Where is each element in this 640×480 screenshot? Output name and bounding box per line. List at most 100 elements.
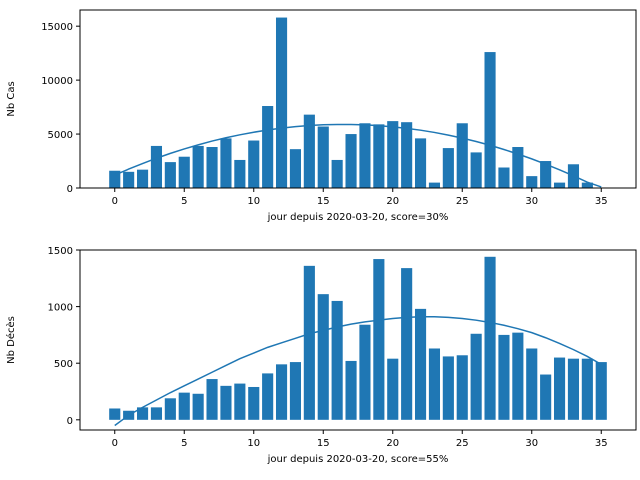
cases-bar [553, 182, 566, 188]
cases-y-tick-label: 10000 [41, 76, 73, 87]
cases-bars [109, 17, 593, 188]
deaths-bar [359, 324, 371, 420]
deaths-y-axis-label: Nb Décès [5, 316, 17, 364]
deaths-bar [567, 358, 580, 420]
deaths-y-tick-label: 0 [67, 416, 73, 427]
deaths-bar [401, 268, 413, 420]
deaths-bar [234, 383, 246, 420]
deaths-fit-curve-group [114, 316, 602, 427]
cases-x-tick-label: 35 [595, 196, 608, 207]
cases-bar [262, 106, 274, 188]
deaths-bar [526, 348, 538, 420]
deaths-bar [289, 362, 302, 420]
cases-x-tick-label: 10 [247, 196, 260, 207]
cases-bar [150, 145, 163, 188]
cases-x-tick-label: 20 [386, 196, 399, 207]
cases-y-tick-label: 5000 [48, 130, 73, 141]
cases-bar [303, 114, 315, 188]
cases-bar [540, 161, 552, 188]
cases-bar [373, 124, 385, 188]
cases-bar [387, 121, 399, 188]
deaths-bar [192, 393, 204, 420]
deaths-bar [248, 386, 260, 420]
deaths-bar [387, 358, 399, 420]
cases-y-tick-label: 15000 [41, 22, 73, 33]
deaths-x-tick-label: 0 [112, 438, 118, 449]
deaths-fit-curve [114, 316, 602, 427]
deaths-bar [150, 407, 163, 420]
cases-bar [136, 169, 149, 188]
deaths-bar [331, 300, 343, 420]
deaths-y-tick-label: 1500 [48, 246, 73, 257]
cases-bar [317, 126, 329, 188]
cases-bar [498, 167, 510, 188]
deaths-x-tick-label: 5 [181, 438, 187, 449]
cases-fit-curve [114, 123, 602, 188]
cases-bar [220, 138, 232, 188]
deaths-bar [456, 355, 468, 420]
deaths-bar [512, 332, 524, 420]
cases-bar [428, 182, 441, 188]
deaths-x-tick-label: 35 [595, 438, 608, 449]
cases-x-ticks: 0 5 10 15 20 25 30 35 [112, 188, 608, 207]
deaths-bar [498, 334, 510, 420]
cases-bar [470, 152, 482, 188]
cases-bar [414, 138, 427, 188]
deaths-bar [373, 259, 385, 420]
deaths-y-ticks: 0 500 1000 1500 [48, 246, 80, 427]
deaths-bar [581, 358, 593, 420]
deaths-y-tick-label: 1000 [48, 303, 73, 314]
deaths-bar [428, 348, 441, 420]
deaths-bar [345, 360, 357, 420]
deaths-bar [540, 374, 552, 420]
cases-bar [248, 140, 260, 188]
cases-y-ticks: 0 5000 10000 15000 [41, 22, 80, 195]
cases-subplot: 0 5 10 15 20 25 30 35 0 5000 10000 15000 jour depu… [6, 9, 637, 223]
deaths-bar [414, 308, 427, 420]
cases-axes-frame [79, 9, 637, 189]
cases-bar [581, 182, 593, 188]
cases-bar [289, 149, 302, 188]
cases-fit-curve-group [114, 123, 602, 188]
deaths-bar [262, 373, 274, 420]
deaths-x-tick-label: 30 [525, 438, 538, 449]
cases-bar [109, 170, 121, 188]
cases-bar [331, 159, 343, 188]
cases-bar [275, 17, 288, 188]
cases-bar [442, 148, 454, 188]
cases-bar [526, 176, 538, 188]
deaths-bar [178, 392, 190, 420]
cases-x-tick-label: 25 [456, 196, 469, 207]
cases-x-axis-label: jour depuis 2020-03-20, score=30% [267, 212, 449, 223]
deaths-bar [275, 364, 288, 420]
deaths-bar [484, 256, 496, 420]
deaths-y-tick-label: 500 [54, 359, 73, 370]
deaths-x-tick-label: 10 [247, 438, 260, 449]
cases-x-tick-label: 5 [181, 196, 187, 207]
cases-bar [234, 159, 246, 188]
deaths-x-tick-label: 15 [317, 438, 330, 449]
cases-bar [512, 147, 524, 188]
cases-x-tick-label: 15 [317, 196, 330, 207]
deaths-bar [470, 333, 482, 420]
cases-bar [164, 162, 176, 188]
cases-bar [484, 52, 496, 188]
cases-x-tick-label: 30 [525, 196, 538, 207]
deaths-x-axis-label: jour depuis 2020-03-20, score=55% [267, 454, 449, 465]
deaths-bar [164, 398, 176, 420]
deaths-subplot: 0 5 10 15 20 25 30 35 0 500 1000 1500 jour depuis … [5, 246, 637, 465]
deaths-x-tick-label: 25 [456, 438, 469, 449]
deaths-bar [553, 357, 566, 420]
cases-bar [401, 122, 413, 188]
deaths-bar [220, 385, 232, 420]
cases-bar [359, 123, 371, 188]
deaths-bar [595, 362, 607, 420]
deaths-x-tick-label: 20 [386, 438, 399, 449]
cases-x-tick-label: 0 [112, 196, 118, 207]
deaths-bar [442, 356, 454, 420]
cases-bar [178, 156, 190, 188]
deaths-x-ticks: 0 5 10 15 20 25 30 35 [112, 430, 608, 449]
deaths-bar [136, 407, 149, 420]
cases-bar [345, 134, 357, 188]
